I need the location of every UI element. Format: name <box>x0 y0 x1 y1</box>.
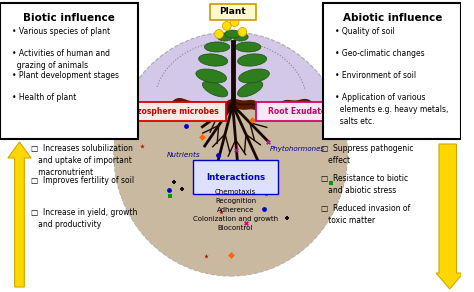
Text: Adherence: Adherence <box>217 207 254 213</box>
Text: Biocontrol: Biocontrol <box>218 225 253 231</box>
Point <box>232 148 239 153</box>
Text: • Various species of plant: • Various species of plant <box>12 27 110 36</box>
Ellipse shape <box>217 33 233 41</box>
Text: □  Suppress pathogenic
   effect: □ Suppress pathogenic effect <box>321 144 414 165</box>
Text: Recognition: Recognition <box>215 198 256 204</box>
Point <box>248 117 255 122</box>
Text: Colonization and growth: Colonization and growth <box>193 216 278 222</box>
Ellipse shape <box>225 30 240 38</box>
Point <box>138 144 146 148</box>
FancyBboxPatch shape <box>323 3 461 139</box>
FancyBboxPatch shape <box>210 4 255 20</box>
Point <box>200 190 208 195</box>
Circle shape <box>215 29 223 39</box>
Text: □  Resistance to biotic
   and abiotic stress: □ Resistance to biotic and abiotic stres… <box>321 174 408 195</box>
Text: Rhizosphere microbes: Rhizosphere microbes <box>123 107 219 116</box>
Text: • Health of plant: • Health of plant <box>12 93 76 102</box>
Text: • Plant development stages: • Plant development stages <box>12 71 118 80</box>
Point <box>182 124 190 128</box>
Circle shape <box>222 22 231 30</box>
Polygon shape <box>114 102 347 276</box>
Point <box>199 135 206 139</box>
Text: Interactions: Interactions <box>206 173 265 182</box>
Text: • Application of various
  elements e.g. heavy metals,
  salts etc.: • Application of various elements e.g. h… <box>335 93 448 126</box>
Text: Plant: Plant <box>219 6 246 15</box>
Text: • Environment of soil: • Environment of soil <box>335 71 416 80</box>
Ellipse shape <box>236 42 261 52</box>
Ellipse shape <box>237 81 263 97</box>
Text: • Geo-climatic changes: • Geo-climatic changes <box>335 49 424 58</box>
Ellipse shape <box>114 32 347 276</box>
Text: □  Reduced invasion of
   toxic matter: □ Reduced invasion of toxic matter <box>321 204 410 225</box>
Text: • Activities of human and
  grazing of animals: • Activities of human and grazing of ani… <box>12 49 109 70</box>
Polygon shape <box>8 142 31 287</box>
Text: □  Increases solubilization
   and uptake of important
   macronutrient: □ Increases solubilization and uptake of… <box>31 144 133 177</box>
Point <box>242 221 250 226</box>
Point <box>264 140 272 145</box>
Ellipse shape <box>233 33 248 41</box>
FancyBboxPatch shape <box>256 102 342 121</box>
FancyBboxPatch shape <box>117 102 226 121</box>
Ellipse shape <box>196 69 227 83</box>
Ellipse shape <box>199 54 228 66</box>
Point <box>214 152 221 157</box>
Ellipse shape <box>204 42 230 52</box>
Ellipse shape <box>202 81 228 97</box>
Text: □  Improves fertility of soil: □ Improves fertility of soil <box>31 176 134 185</box>
Point <box>227 253 235 257</box>
Polygon shape <box>436 144 463 289</box>
Point <box>202 253 210 258</box>
Point <box>178 187 186 191</box>
Point <box>328 181 335 185</box>
Circle shape <box>230 18 239 27</box>
Text: • Quality of soil: • Quality of soil <box>335 27 394 36</box>
Ellipse shape <box>237 54 267 66</box>
Point <box>165 188 173 193</box>
FancyBboxPatch shape <box>0 3 138 139</box>
Ellipse shape <box>239 69 269 83</box>
Text: Biotic influence: Biotic influence <box>23 13 115 23</box>
Point <box>170 179 178 184</box>
Point <box>260 207 267 211</box>
Text: Nutrients: Nutrients <box>167 152 201 158</box>
Point <box>217 209 225 214</box>
Point <box>263 192 270 196</box>
Point <box>167 194 174 199</box>
Text: Abiotic influence: Abiotic influence <box>343 13 442 23</box>
Text: Phytohormones: Phytohormones <box>269 146 324 152</box>
Circle shape <box>238 27 247 36</box>
Text: Chemotaxis: Chemotaxis <box>215 189 256 195</box>
Point <box>283 215 291 220</box>
Text: Root Exudates: Root Exudates <box>267 107 330 116</box>
Text: □  Increase in yield, growth
   and productivity: □ Increase in yield, growth and producti… <box>31 208 137 229</box>
